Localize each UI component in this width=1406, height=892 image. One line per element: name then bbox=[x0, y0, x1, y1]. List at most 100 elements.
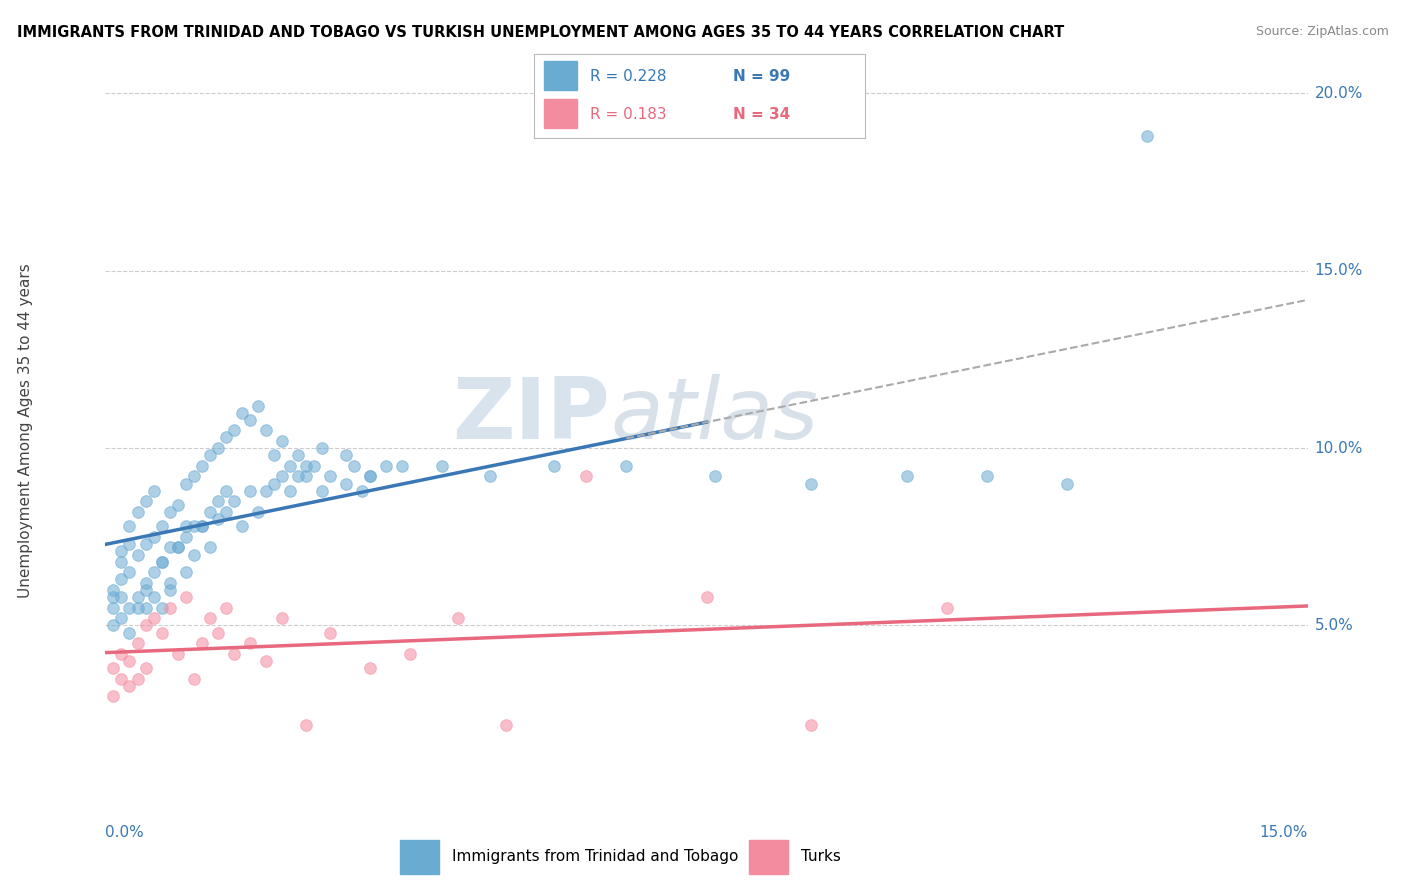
Point bbox=[430, 458, 453, 473]
Text: N = 34: N = 34 bbox=[733, 107, 790, 122]
Point bbox=[110, 544, 132, 558]
Point bbox=[335, 448, 357, 462]
Text: 10.0%: 10.0% bbox=[1315, 441, 1362, 456]
Point bbox=[150, 519, 173, 533]
Point bbox=[207, 512, 229, 526]
Point bbox=[142, 483, 165, 498]
Point bbox=[159, 541, 181, 555]
Point bbox=[295, 718, 318, 732]
Point bbox=[118, 566, 141, 580]
Point bbox=[495, 718, 517, 732]
Point bbox=[127, 590, 149, 604]
Point bbox=[350, 483, 373, 498]
Point bbox=[575, 469, 598, 483]
Point bbox=[110, 647, 132, 661]
Text: atlas: atlas bbox=[610, 374, 818, 457]
Point bbox=[150, 625, 173, 640]
Point bbox=[231, 406, 253, 420]
Text: Source: ZipAtlas.com: Source: ZipAtlas.com bbox=[1256, 25, 1389, 38]
Point bbox=[287, 469, 309, 483]
Point bbox=[278, 483, 301, 498]
Point bbox=[103, 600, 125, 615]
Point bbox=[447, 611, 470, 625]
Point bbox=[800, 476, 823, 491]
Point bbox=[270, 611, 292, 625]
Point bbox=[335, 476, 357, 491]
Point bbox=[166, 541, 188, 555]
Point bbox=[246, 399, 269, 413]
Point bbox=[142, 611, 165, 625]
Point bbox=[295, 458, 318, 473]
Point bbox=[159, 575, 181, 590]
Text: 20.0%: 20.0% bbox=[1315, 86, 1362, 101]
Point bbox=[207, 625, 229, 640]
Point bbox=[214, 600, 236, 615]
Point bbox=[263, 448, 285, 462]
Point bbox=[135, 618, 157, 632]
Point bbox=[254, 424, 277, 438]
Point bbox=[183, 548, 205, 562]
Point bbox=[198, 541, 221, 555]
Point bbox=[142, 590, 165, 604]
Point bbox=[214, 430, 236, 444]
Text: N = 99: N = 99 bbox=[733, 69, 790, 84]
Point bbox=[110, 611, 132, 625]
Point bbox=[135, 494, 157, 508]
Point bbox=[198, 611, 221, 625]
Point bbox=[166, 541, 188, 555]
Point bbox=[214, 483, 236, 498]
Point bbox=[263, 476, 285, 491]
Point bbox=[311, 441, 333, 455]
Point bbox=[103, 661, 125, 675]
Point bbox=[311, 483, 333, 498]
Point bbox=[343, 458, 366, 473]
Point bbox=[359, 469, 381, 483]
Point bbox=[246, 505, 269, 519]
Point bbox=[190, 519, 212, 533]
Bar bbox=[749, 839, 789, 874]
Point bbox=[127, 505, 149, 519]
Point bbox=[166, 498, 188, 512]
Bar bbox=[544, 62, 578, 90]
Point bbox=[127, 548, 149, 562]
Point bbox=[183, 672, 205, 686]
Point bbox=[295, 469, 318, 483]
Point bbox=[159, 582, 181, 597]
Point bbox=[118, 519, 141, 533]
Point bbox=[118, 600, 141, 615]
Text: IMMIGRANTS FROM TRINIDAD AND TOBAGO VS TURKISH UNEMPLOYMENT AMONG AGES 35 TO 44 : IMMIGRANTS FROM TRINIDAD AND TOBAGO VS T… bbox=[17, 25, 1064, 40]
Point bbox=[150, 555, 173, 569]
Text: Turks: Turks bbox=[801, 849, 841, 864]
Point bbox=[127, 672, 149, 686]
Text: 5.0%: 5.0% bbox=[1315, 618, 1354, 633]
Point bbox=[142, 566, 165, 580]
Point bbox=[543, 458, 565, 473]
Point bbox=[135, 582, 157, 597]
Point bbox=[287, 448, 309, 462]
Point bbox=[319, 469, 342, 483]
Point bbox=[150, 555, 173, 569]
Point bbox=[190, 636, 212, 650]
Point bbox=[135, 600, 157, 615]
Point bbox=[222, 647, 245, 661]
Point bbox=[696, 590, 718, 604]
Point bbox=[222, 424, 245, 438]
Point bbox=[270, 434, 292, 448]
Point bbox=[207, 494, 229, 508]
Point bbox=[239, 636, 262, 650]
Point bbox=[110, 672, 132, 686]
Point bbox=[254, 483, 277, 498]
Point bbox=[166, 647, 188, 661]
Point bbox=[207, 441, 229, 455]
Point bbox=[103, 618, 125, 632]
Point bbox=[1056, 476, 1078, 491]
Point bbox=[198, 448, 221, 462]
Point bbox=[239, 413, 262, 427]
Text: Immigrants from Trinidad and Tobago: Immigrants from Trinidad and Tobago bbox=[451, 849, 738, 864]
Point bbox=[135, 661, 157, 675]
Point bbox=[110, 555, 132, 569]
Point bbox=[231, 519, 253, 533]
Point bbox=[198, 505, 221, 519]
Point bbox=[391, 458, 413, 473]
Point bbox=[616, 458, 638, 473]
